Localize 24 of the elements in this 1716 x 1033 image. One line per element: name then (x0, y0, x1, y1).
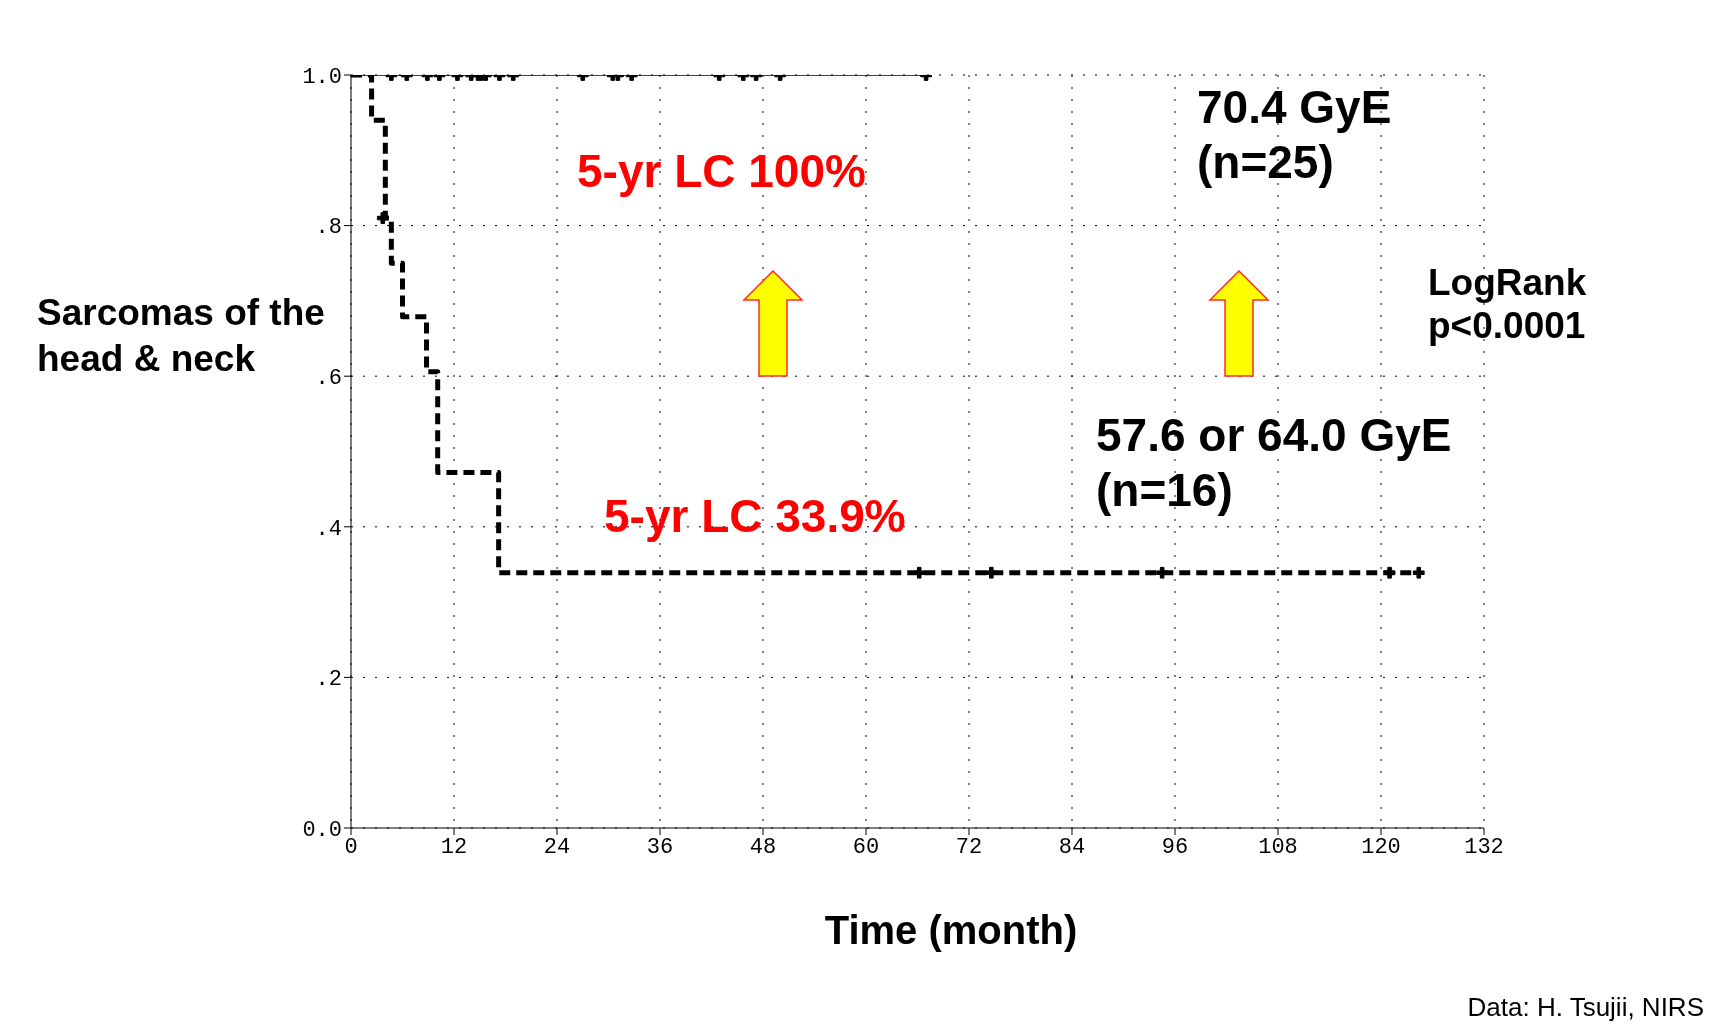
y-tick-label: 1.0 (302, 64, 342, 90)
x-tick-label: 48 (749, 834, 777, 860)
y-tick-label: .2 (315, 667, 342, 693)
x-tick-label: 96 (1161, 834, 1189, 860)
x-tick-label: 84 (1058, 834, 1086, 860)
x-tick-label: 0 (344, 834, 358, 860)
annotation: 70.4 GyE (n=25) (1197, 80, 1393, 191)
annotation: 5-yr LC 33.9% (604, 490, 907, 543)
y-tick-label: 0.0 (302, 817, 342, 843)
y-tick-label: .8 (315, 215, 342, 241)
text: Data: H. Tsujii, NIRS (1466, 992, 1704, 1023)
x-tick-label: 72 (955, 834, 983, 860)
x-tick-label: 36 (646, 834, 674, 860)
x-tick-label: 60 (852, 834, 880, 860)
series-label: 57.6 or 64.0 GyE (n=16) (1096, 408, 1453, 519)
x-tick-label: 108 (1258, 834, 1298, 860)
x-tick-label: 12 (440, 834, 468, 860)
x-axis-title: Time (month) (823, 908, 1079, 953)
x-tick-label: 24 (543, 834, 571, 860)
annotation: 5-yr LC 100% (577, 145, 867, 198)
x-tick-label: 132 (1464, 834, 1504, 860)
y-tick-label: .4 (315, 516, 342, 542)
annotation: LogRank p<0.0001 (1428, 262, 1588, 348)
x-tick-label: 120 (1361, 834, 1401, 860)
